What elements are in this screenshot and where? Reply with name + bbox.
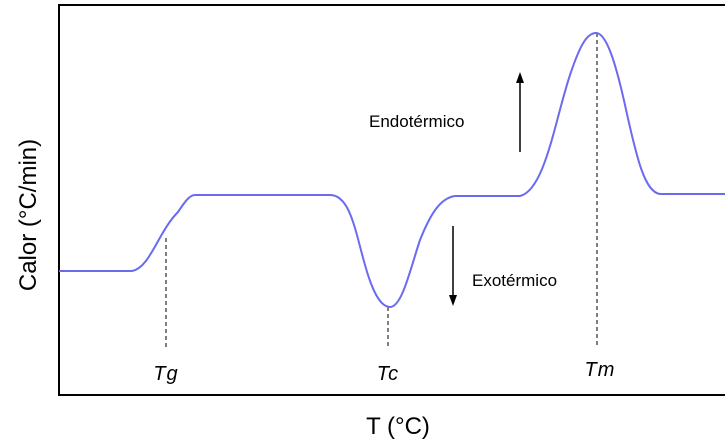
tg-marker-label: Tg	[153, 363, 178, 385]
x-axis-label: T (°C)	[366, 413, 430, 440]
dsc-curve	[59, 31, 725, 309]
exothermic-arrow	[449, 226, 457, 306]
y-axis-label: Calor (°C/min)	[15, 139, 42, 291]
plot-frame	[58, 4, 725, 396]
tc-marker-label: Tc	[377, 363, 399, 385]
exothermic-label: Exotérmico	[472, 271, 557, 290]
endothermic-label: Endotérmico	[369, 112, 464, 131]
endothermic-arrow	[516, 72, 524, 152]
tm-marker-label: Tm	[585, 359, 616, 381]
